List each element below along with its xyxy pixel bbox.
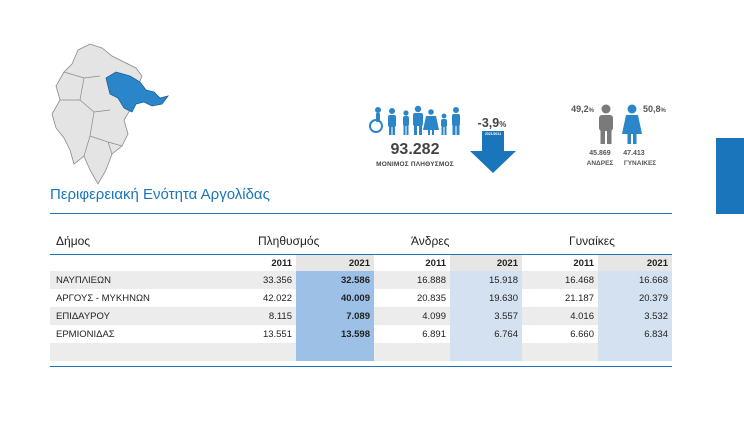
table-top-divider	[50, 254, 672, 255]
pop-2011-cell: 42.022	[262, 292, 292, 304]
header-municipality: Δήμος	[56, 234, 91, 248]
table-row: ΝΑΥΠΛΙΕΩΝ 33.356 32.586 16.888 15.918 16…	[50, 271, 672, 289]
men-2021-cell: 6.764	[450, 325, 522, 343]
year-women-2021: 2021	[598, 255, 672, 271]
table-row: ΕΡΜΙΟΝΙΔΑΣ 13.551 13.598 6.891 6.764 6.6…	[50, 325, 672, 343]
header-population: Πληθυσμός	[258, 234, 320, 248]
men-2021-cell: 15.918	[450, 271, 522, 289]
municipality-name: ΑΡΓΟΥΣ - ΜΥΚΗΝΩΝ	[56, 292, 150, 304]
table-row: ΕΠΙΔΑΥΡΟΥ 8.115 7.089 4.099 3.557 4.016 …	[50, 307, 672, 325]
population-table: 2011 2021 2011 2021 2011 2021 ΝΑΥΠΛΙΕΩΝ …	[50, 255, 672, 361]
filler-cell	[450, 343, 522, 361]
men-2011-cell: 16.888	[374, 271, 450, 289]
table-filler-row	[50, 343, 672, 361]
map-inner-borders	[60, 71, 123, 157]
men-2011-cell: 20.835	[416, 292, 446, 304]
peloponnese-map	[51, 43, 169, 185]
women-2021-cell: 3.532	[598, 307, 672, 325]
men-2011-cell: 6.891	[422, 328, 446, 340]
population-change-unit: %	[499, 120, 507, 129]
female-label: ΓΥΝΑΙΚΕΣ	[623, 160, 657, 167]
population-people-icon	[369, 105, 460, 135]
women-2011-cell: 16.468	[522, 271, 598, 289]
pop-2021-cell: 32.586	[296, 271, 374, 289]
table-row: ΑΡΓΟΥΣ - ΜΥΚΗΝΩΝ 42.022 40.009 20.835 19…	[50, 289, 672, 307]
male-label: ΑΝΔΡΕΣ	[586, 160, 614, 167]
arrow-caption: 2021/2011	[484, 132, 502, 136]
female-icon	[622, 104, 642, 144]
pop-2011-cell: 33.356	[200, 271, 296, 289]
pop-2021-cell: 40.009	[296, 289, 374, 307]
year-men-2011: 2011	[425, 257, 446, 269]
population-change-value: -3,9	[477, 116, 500, 130]
filler-cell	[374, 343, 450, 361]
women-2011-cell: 6.660	[570, 328, 594, 340]
male-percentage-unit: %	[588, 108, 594, 114]
year-women-2011: 2011	[573, 257, 594, 269]
filler-cell	[598, 343, 672, 361]
male-count: 45.869	[589, 150, 611, 157]
header-women: Γυναίκες	[569, 234, 615, 248]
population-total: 93.282	[390, 141, 440, 158]
year-pop-2021: 2021	[296, 255, 374, 271]
population-label: ΜΟΝΙΜΟΣ ΠΛΗΘΥΣΜΟΣ	[376, 161, 454, 168]
table-bottom-divider	[50, 366, 672, 367]
municipality-name: ΕΡΜΙΟΝΙΔΑΣ	[56, 328, 115, 340]
female-count: 47.413	[623, 150, 645, 157]
pop-2021-cell: 7.089	[296, 307, 374, 325]
year-men-2021: 2021	[450, 255, 522, 271]
municipality-name: ΕΠΙΔΑΥΡΟΥ	[50, 307, 200, 325]
year-header-row: 2011 2021 2011 2021 2011 2021	[50, 255, 672, 271]
arrow-down-icon	[470, 131, 516, 173]
women-2021-cell: 20.379	[598, 289, 672, 307]
women-2021-cell: 6.834	[598, 325, 672, 343]
side-tab-marker	[716, 138, 744, 214]
women-2021-cell: 16.668	[598, 271, 672, 289]
men-2021-cell: 19.630	[450, 289, 522, 307]
pop-2021-cell: 13.598	[296, 325, 374, 343]
women-2011-cell: 4.016	[522, 307, 598, 325]
male-icon	[599, 104, 613, 144]
female-percentage-unit: %	[660, 108, 666, 114]
female-percentage: 50,8%	[643, 104, 673, 114]
title-divider	[50, 213, 672, 214]
filler-cell	[522, 343, 598, 361]
map-highlighted-region	[105, 71, 169, 113]
municipality-name: ΝΑΥΠΛΙΕΩΝ	[50, 271, 200, 289]
region-title: Περιφερειακή Ενότητα Αργολίδας	[50, 186, 270, 203]
pop-2011-cell: 13.551	[262, 328, 292, 340]
map-base-region	[51, 43, 143, 185]
year-spacer	[50, 255, 200, 271]
filler-cell	[200, 343, 296, 361]
men-2021-cell: 3.557	[450, 307, 522, 325]
filler-cell	[50, 343, 200, 361]
female-percentage-value: 50,8	[643, 104, 661, 114]
population-change: -3,9%	[472, 116, 512, 130]
male-percentage: 49,2%	[566, 104, 594, 114]
women-2011-cell: 21.187	[564, 292, 594, 304]
year-pop-2011: 2011	[271, 257, 292, 269]
male-percentage-value: 49,2	[571, 104, 589, 114]
men-2011-cell: 4.099	[374, 307, 450, 325]
filler-cell	[296, 343, 374, 361]
header-men: Άνδρες	[411, 234, 450, 248]
pop-2011-cell: 8.115	[200, 307, 296, 325]
